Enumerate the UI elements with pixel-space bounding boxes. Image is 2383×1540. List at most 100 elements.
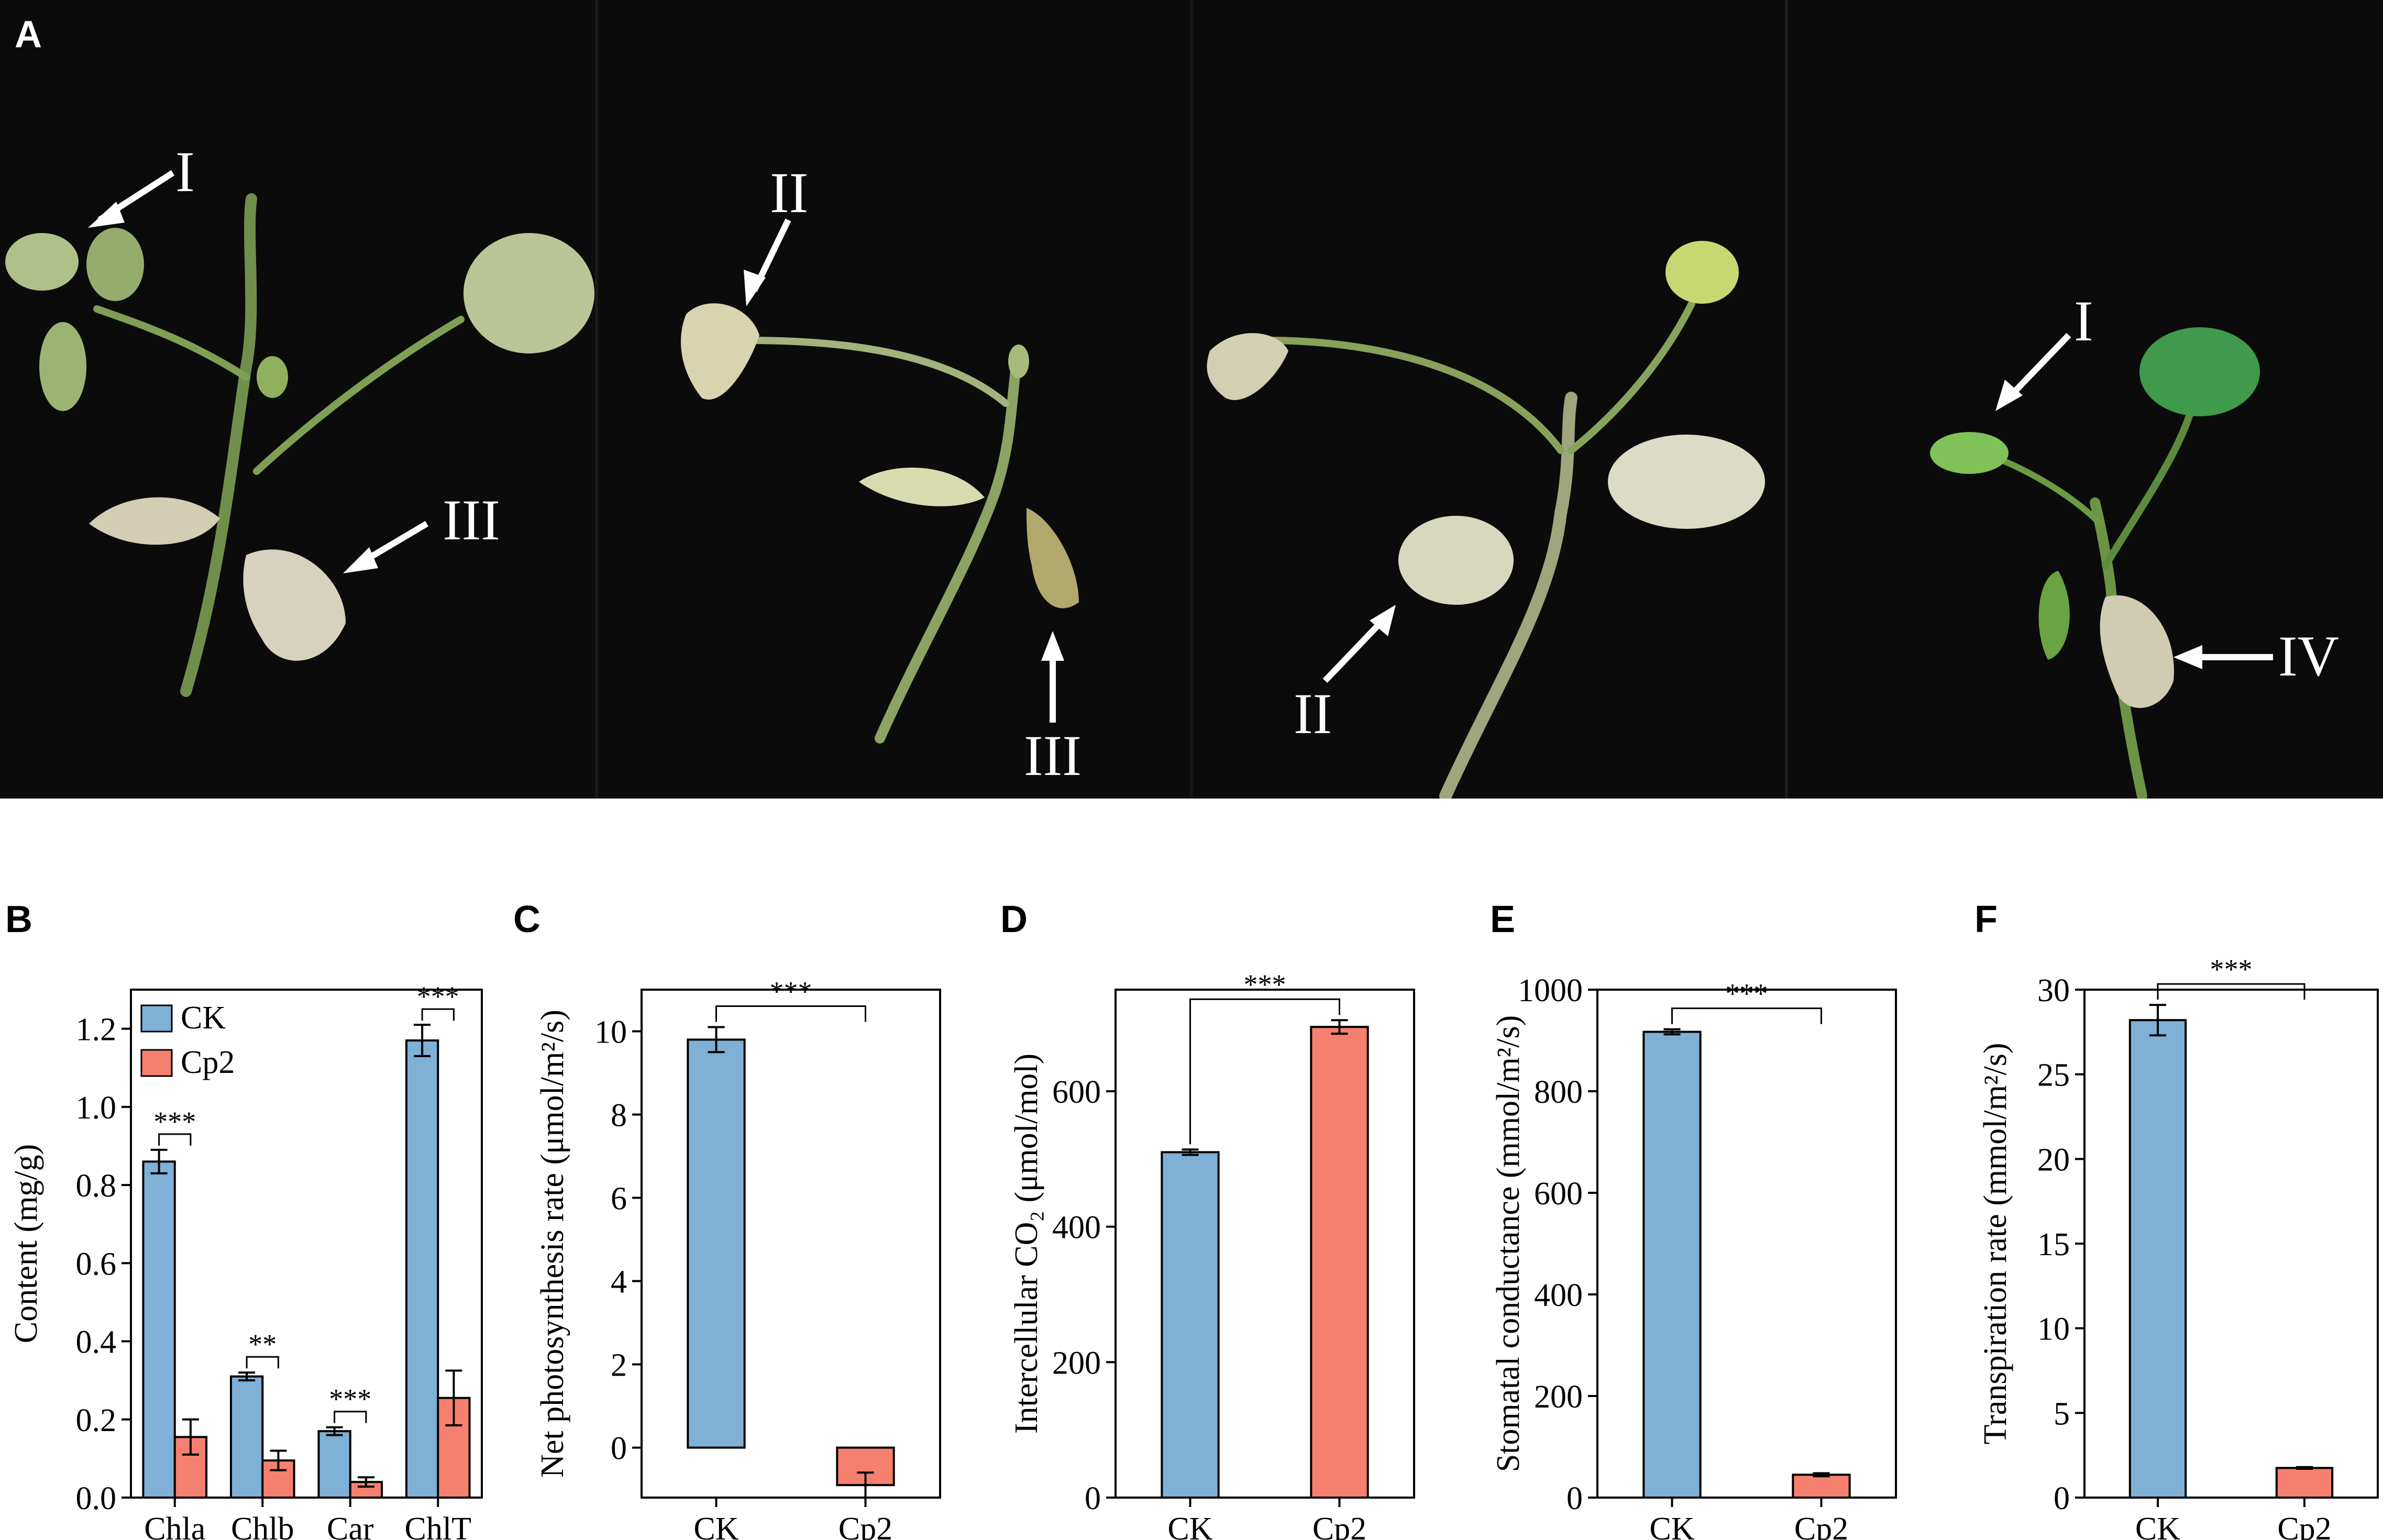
seedling-2-leaf-top — [681, 303, 759, 400]
significance-label: *** — [153, 1106, 196, 1137]
significance-bracket — [158, 1133, 192, 1146]
arrow-3-head — [744, 270, 766, 306]
legend-swatch-ck — [140, 1004, 173, 1033]
x-tick-label: CK — [1649, 1511, 1694, 1540]
y-tick-label: 15 — [2037, 1227, 2070, 1262]
x-tick-label: Cp2 — [2277, 1511, 2331, 1540]
seedling-3-leaf-wilted — [1207, 333, 1288, 400]
seedling-3 — [1207, 241, 1765, 799]
bar-ck — [1161, 1151, 1220, 1499]
y-tick-label: 4 — [611, 1265, 627, 1300]
panel-letter-c: C — [513, 899, 540, 940]
bar-cp2 — [1310, 1026, 1369, 1499]
bar-cp2-chla — [173, 1436, 208, 1499]
seedling-3-petiole — [1264, 337, 1564, 454]
panel-letter-a: A — [15, 14, 42, 56]
arrow-1-head — [88, 202, 125, 228]
seedling-1 — [5, 193, 594, 697]
label-roman-4: III — [1024, 724, 1082, 788]
y-tick-label: 200 — [1052, 1345, 1101, 1381]
x-tick-label: Cp2 — [839, 1511, 892, 1540]
significance-label: *** — [1726, 978, 1768, 1010]
significance-bracket — [1189, 998, 1340, 1145]
bar-ck — [2128, 1019, 2187, 1499]
seedling-4-curled-leaf — [2038, 571, 2070, 660]
label-roman-3: II — [770, 161, 808, 225]
seedling-3-new-leaves — [1665, 241, 1739, 304]
seedling-2-cotyledon — [859, 467, 985, 506]
seedling-1-leaf-l1 — [5, 233, 79, 291]
label-roman-5: II — [1294, 682, 1332, 746]
y-tick-label: 20 — [2037, 1142, 2070, 1178]
x-tick-label: Car — [327, 1511, 374, 1540]
panel-letter-b: B — [5, 899, 32, 940]
chart-f: F 0 5 10 15 20 25 30 Transpiration rate (mmol/m²… — [1974, 899, 2379, 1540]
y-tick-label: 0.4 — [76, 1325, 117, 1360]
seedling-3-cotyledon-right — [1608, 435, 1765, 529]
bar-charts-panel: B 0.0 0.2 0.4 0.6 0.8 1.0 1.2 Content (mg/g) Chla… — [5, 899, 2379, 1540]
arrow-4-head — [1041, 631, 1064, 661]
x-tick-label: CK — [1167, 1511, 1212, 1540]
arrow-6-head — [1995, 380, 2023, 411]
significance-label: *** — [2210, 954, 2253, 985]
seedling-2-bud — [1008, 345, 1029, 378]
y-tick-label: 0 — [1085, 1481, 1101, 1516]
seedling-4-small-leaves — [1930, 432, 2009, 474]
panel-letter-d: D — [1000, 899, 1028, 940]
plot-frame — [1115, 989, 1415, 1499]
arrow-2-head — [343, 547, 378, 573]
x-tick-label: ChlT — [405, 1511, 471, 1540]
significance-label: *** — [417, 981, 459, 1012]
seedling-2 — [681, 303, 1079, 744]
seedling-3-stem — [1439, 392, 1577, 799]
significance-label: ** — [248, 1328, 277, 1360]
plot-frame — [130, 989, 483, 1499]
y-tick-label: 2 — [611, 1348, 627, 1383]
significance-bracket — [246, 1356, 279, 1369]
label-roman-2: III — [443, 488, 500, 552]
label-roman-1: I — [175, 140, 195, 204]
significance-bracket — [1671, 1007, 1822, 1024]
seedling-1-bud — [257, 356, 288, 398]
x-tick-label: Cp2 — [1794, 1511, 1848, 1540]
plot-frame — [2083, 989, 2379, 1499]
seedling-4-wilted-cotyledon — [2100, 595, 2174, 708]
y-axis-label: Stomatal conductance (mmol/m²/s) — [1491, 1015, 1526, 1472]
legend-swatch-cp2 — [140, 1049, 173, 1077]
x-tick-label: Chla — [144, 1511, 205, 1540]
y-tick-label: 10 — [594, 1015, 627, 1050]
arrow-5-head — [1370, 605, 1396, 636]
y-tick-label: 30 — [2037, 973, 2070, 1009]
panel-letter-e: E — [1490, 899, 1515, 940]
bar-ck-chlb — [229, 1375, 264, 1499]
significance-label: *** — [770, 976, 812, 1007]
photo-divider-3 — [1785, 0, 1788, 799]
y-tick-label: 0 — [2054, 1481, 2070, 1516]
y-tick-label: 1.2 — [76, 1012, 117, 1048]
seedling-1-stem — [180, 193, 257, 697]
seedling-photo-panel: A I III II III II — [0, 0, 2383, 799]
legend-label-cp2: Cp2 — [181, 1045, 235, 1080]
y-axis-label: Intercellular CO₂ (μmol/mol) — [1009, 1054, 1044, 1434]
y-tick-label: 0.6 — [76, 1246, 117, 1282]
photo-divider-2 — [1190, 0, 1193, 799]
bar-ck — [1642, 1031, 1702, 1499]
seedling-1-branch-right — [253, 316, 465, 475]
y-tick-label: 200 — [1534, 1379, 1583, 1415]
seedling-4 — [1930, 327, 2260, 799]
y-tick-label: 800 — [1534, 1074, 1583, 1110]
y-axis-label: Net photosynthesis rate (μmol/m²/s) — [535, 1010, 570, 1478]
plot-frame — [641, 989, 941, 1499]
y-tick-label: 6 — [611, 1181, 627, 1217]
bar-ck-car — [317, 1430, 351, 1499]
seedling-1-branch-left — [93, 305, 250, 381]
seedling-3-cotyledon-left — [1398, 516, 1514, 605]
y-tick-label: 10 — [2037, 1312, 2070, 1347]
y-tick-label: 5 — [2054, 1396, 2070, 1432]
y-tick-label: 0.8 — [76, 1168, 117, 1204]
y-tick-label: 400 — [1534, 1278, 1583, 1313]
y-tick-label: 8 — [611, 1098, 627, 1134]
seedling-1-leaf-top — [464, 233, 594, 353]
seedling-4-leaf-top — [2139, 327, 2260, 416]
